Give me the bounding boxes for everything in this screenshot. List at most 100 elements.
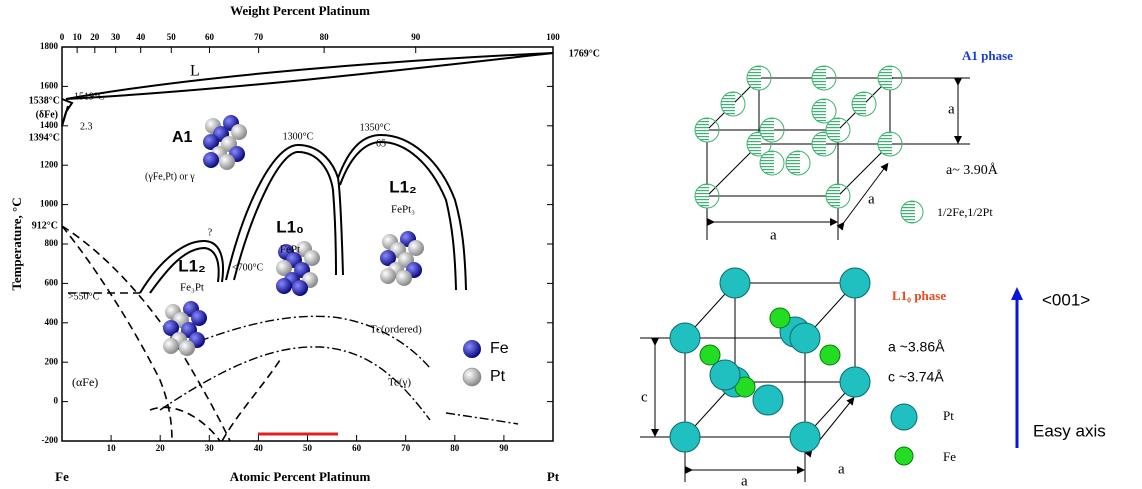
annotation: >550°C [68,291,100,302]
bottom-tick-label: 90 [499,443,509,453]
atom-label: Pt [943,408,954,423]
atom [292,280,308,296]
top-axis-title: Weight Percent Platinum [230,3,370,18]
annotation: L1₀ [276,217,304,236]
legend-swatch-fe [463,340,481,358]
annotation: L1₂ [178,256,205,275]
annotation: ? [208,227,213,238]
atom-swatch [895,447,913,465]
atom [852,92,876,116]
atom [179,340,195,356]
y-tick-label: 600 [45,277,59,287]
top-tick-label: 80 [320,32,330,42]
atom [826,184,850,208]
atom [695,184,719,208]
annotation: 65 [376,138,386,149]
top-tick-label: 20 [90,32,100,42]
annotation: (γFe,Pt) or γ [145,171,195,182]
bottom-tick-label: 30 [205,443,215,453]
y-tick-label: 1800 [40,41,59,51]
annotation: Tc(γ) [388,377,411,389]
annotation: FePt [280,244,300,256]
atom [826,118,850,142]
atom [203,152,219,168]
pt-atom [710,360,740,390]
atom [380,268,396,284]
y-tick-label: 0 [54,396,59,406]
lattice-label: a~ 3.90Å [946,162,999,178]
bottom-tick-label: 10 [107,443,117,453]
edge-label: c [641,389,648,405]
pt-atom [720,268,750,298]
top-tick-label: 100 [546,32,560,42]
top-tick-label: 40 [136,32,146,42]
edge-label: a [741,473,748,489]
y-tick-label: 1400 [40,120,59,130]
bottom-tick-label: 40 [254,443,264,453]
atom-swatch [891,404,917,430]
annotation: L [190,63,200,80]
atom-label: 1/2Fe,1/2Pt [937,205,993,219]
fe-atom [770,308,790,328]
lattice-label: a ~3.86Å [888,339,945,355]
top-tick-label: 90 [411,32,421,42]
annotation: A1 [172,129,193,146]
atom [721,92,745,116]
annotation: Tc(ordered) [370,324,422,336]
y-tick-label: 400 [45,317,59,327]
atom [276,278,292,294]
legend-label: Fe [490,340,509,357]
y-tick-label: 800 [45,238,59,248]
bottom-tick-label: 80 [450,443,460,453]
bottom-tick-label: 70 [401,443,411,453]
annotation: 1519°C [74,91,105,102]
atom-swatch [901,201,923,223]
annotation: 2.3 [80,121,93,132]
easy-axis-arrowhead [1011,287,1023,300]
atom [760,118,784,142]
atom [396,270,412,286]
atom [163,338,179,354]
legend-label: Pt [490,368,506,385]
y-axis-title: Temperature, °C [9,197,24,290]
bottom-tick-label: 20 [156,443,166,453]
fe-atom [820,345,840,365]
top-tick-label: 10 [73,32,83,42]
y-tick-label: 200 [45,356,59,366]
edge-label: a [838,461,845,477]
y-tick-label: 1000 [40,199,59,209]
bottom-tick-label: 50 [303,443,313,453]
bottom-tick-label: 60 [352,443,362,453]
figure: 180016001400120010008006004002000-200010… [0,0,1142,489]
annotation: 1350°C [360,122,391,133]
a1-title: A1 phase [962,48,1013,63]
annotation: 912°C [32,220,58,231]
atom [695,118,719,142]
y-tick-label: 1600 [40,80,59,90]
pt-atom [790,323,820,353]
l10-cell [640,268,917,482]
atom [747,66,771,90]
y-tick-label: -200 [42,435,59,445]
annotation: 1538°C [29,95,60,106]
pt-atom [840,268,870,298]
pt-atom [790,422,820,452]
fe-end-label: Fe [55,469,69,484]
annotation: (αFe) [72,375,98,389]
edge-label: a [868,191,875,207]
pt-atom [670,323,700,353]
annotation: (δFe) [36,109,58,120]
annotation: <700°C [232,262,264,273]
annotation: 1769°C [569,48,600,59]
atom [786,151,810,175]
atom [812,66,836,90]
top-tick-label: 0 [60,32,65,42]
l10-title: L1₀ phase [892,288,946,303]
annotation: Fe₃Pt [180,282,204,294]
easy-axis-direction: <001> [1042,290,1090,309]
edge-label: a [948,101,955,117]
annotation: 1394°C [29,132,60,143]
top-tick-label: 30 [111,32,121,42]
pt-atom [840,367,870,397]
atom [760,151,784,175]
